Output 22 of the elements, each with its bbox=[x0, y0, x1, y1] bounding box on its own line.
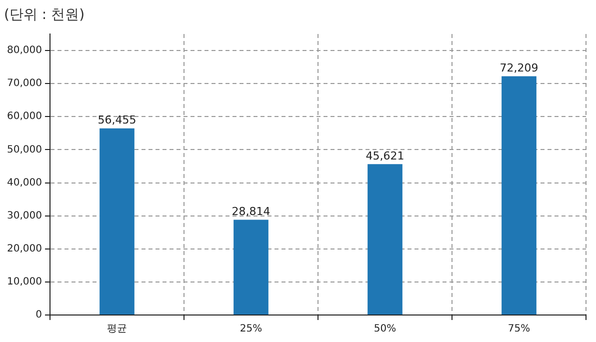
bar bbox=[502, 76, 536, 314]
bar bbox=[234, 220, 268, 314]
bar bbox=[368, 164, 402, 314]
y-axis-title: (단위 : 천원) bbox=[4, 6, 85, 24]
x-tick-label: 50% bbox=[374, 324, 396, 335]
y-tick-label: 50,000 bbox=[6, 144, 42, 156]
data-label: 28,814 bbox=[232, 205, 270, 218]
y-tick-label: 20,000 bbox=[6, 243, 42, 254]
x-tick-label: 25% bbox=[240, 324, 262, 335]
data-label: 72,209 bbox=[500, 62, 538, 75]
y-tick-label: 30,000 bbox=[6, 210, 42, 222]
y-tick-label: 10,000 bbox=[6, 276, 42, 288]
bar bbox=[100, 128, 134, 314]
data-label: 56,455 bbox=[98, 114, 136, 127]
y-tick-label: 60,000 bbox=[6, 111, 42, 122]
x-tick-label: 평균 bbox=[106, 324, 127, 335]
y-tick-label: 70,000 bbox=[6, 78, 42, 90]
x-tick-label: 75% bbox=[508, 324, 530, 335]
y-tick-label: 80,000 bbox=[6, 45, 42, 56]
data-label: 45,621 bbox=[366, 150, 404, 163]
y-tick-label: 0 bbox=[36, 310, 42, 321]
y-tick-label: 40,000 bbox=[6, 177, 42, 188]
